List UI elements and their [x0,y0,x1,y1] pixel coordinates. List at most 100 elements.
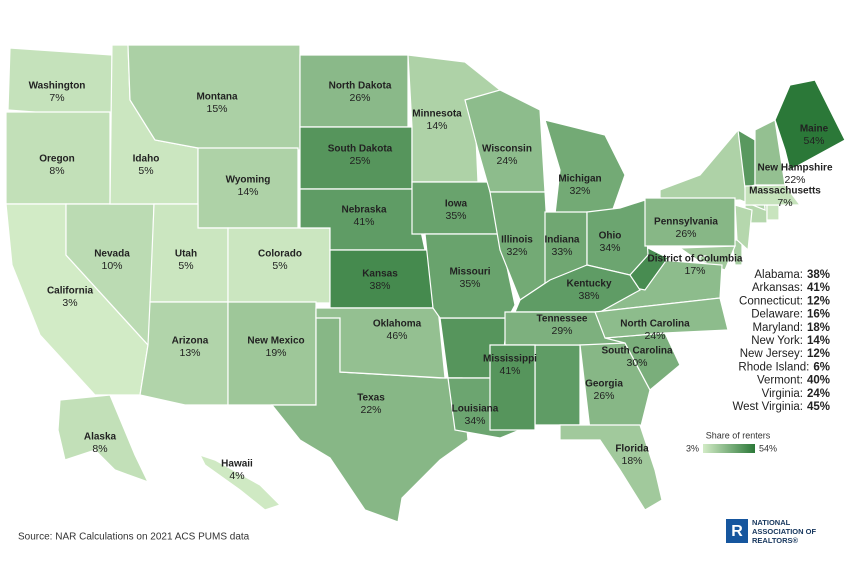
state-name: Kentucky [566,279,611,290]
state-name: Mississippi [483,354,537,365]
legend-bar [703,444,755,453]
state-shape [407,54,501,183]
callout: West Virginia: 45% [732,401,830,413]
state-value: 41% [499,365,520,377]
callout-name: Rhode Island: [738,361,809,373]
state-name: Michigan [558,174,601,185]
state-name: Ohio [599,231,622,242]
state-value: 5% [138,165,153,177]
source-note: Source: NAR Calculations on 2021 ACS PUM… [18,532,250,543]
callout: New Jersey: 12% [740,348,830,360]
state-value: 24% [496,155,517,167]
logo-mark [726,519,748,543]
callout-name: Alabama: [754,269,803,281]
callout: Vermont: 40% [757,375,830,387]
callout: Alabama: 38% [754,269,830,281]
state-shape [534,344,581,426]
state-value: 30% [626,357,647,369]
callout-name: Delaware: [751,309,803,321]
state-value: 22% [360,404,381,416]
callout: Connecticut: 12% [739,295,830,307]
state-name: South Carolina [601,346,673,357]
callout-name: Arkansas: [752,282,803,294]
state-value: 15% [206,103,227,115]
state-value: 41% [353,216,374,228]
callout-name: Vermont: [757,375,803,387]
state-shape [734,204,753,252]
state-value: 34% [464,415,485,427]
state-name: Wyoming [226,175,271,186]
legend-label: 3% [686,443,699,453]
state-value: 32% [569,185,590,197]
state-name: Nevada [94,249,130,260]
state-value: 5% [272,260,287,272]
state-name: Tennessee [537,314,588,325]
state-name: Wisconsin [482,144,532,155]
state-shape [699,255,707,263]
state-shape [198,453,282,511]
state-value: 10% [101,260,122,272]
logo-text: ASSOCIATION OF [752,527,816,536]
state-name: Colorado [258,249,302,260]
state-name: Oregon [39,154,75,165]
callout-value: 41% [807,282,830,294]
state-value: 14% [237,186,258,198]
state-shape [489,344,536,431]
state-shape [559,424,663,511]
state-value: 33% [551,246,572,258]
callout-value: 12% [807,295,830,307]
state-name: Idaho [133,154,160,165]
state-name: Missouri [449,267,490,278]
state-name: Alaska [84,432,117,443]
logo-letter: R [731,523,743,540]
state-name: District of Columbia [647,254,742,265]
state-value: 3% [62,297,77,309]
state-name: South Dakota [328,144,393,155]
legend-label: 54% [759,443,777,453]
state-name: Massachusetts [749,186,821,197]
logo-text: REALTORS® [752,536,799,545]
callout-value: 12% [807,348,830,360]
state-name: Hawaii [221,459,253,470]
state-name: Pennsylvania [654,217,718,228]
state-value: 8% [92,443,107,455]
state-value: 17% [684,265,705,277]
state-value: 34% [599,242,620,254]
callout-name: Virginia: [762,388,803,400]
state-shape [579,342,651,431]
state-name: Iowa [445,199,468,210]
state-value: 38% [369,280,390,292]
callout-value: 40% [807,375,830,387]
state-shape [678,245,736,271]
state-shape [774,79,846,171]
state-shape [594,297,729,339]
state-value: 32% [506,246,527,258]
callout: Rhode Island: 6% [738,361,830,373]
state-shape [744,184,802,206]
callout: Arkansas: 41% [752,282,830,294]
callout-value: 14% [807,335,830,347]
state-value: 7% [777,197,792,209]
callout-name: New York: [751,335,803,347]
state-name: Kansas [362,269,398,280]
state-value: 26% [593,390,614,402]
state-value: 19% [265,347,286,359]
state-value: 24% [644,330,665,342]
state-shape [644,197,736,247]
callout-value: 18% [807,322,830,334]
callout-value: 38% [807,269,830,281]
state-value: 25% [349,155,370,167]
callout: Delaware: 16% [751,309,830,321]
state-value: 35% [445,210,466,222]
state-value: 8% [49,165,64,177]
state-name: Louisiana [452,404,499,415]
callout-name: West Virginia: [732,401,803,413]
state-name: California [47,286,94,297]
callout-name: New Jersey: [740,348,803,360]
callout: Maryland: 18% [752,322,830,334]
callout-name: Connecticut: [739,295,803,307]
state-name: Georgia [585,379,623,390]
state-value: 22% [784,174,805,186]
state-value: 5% [178,260,193,272]
